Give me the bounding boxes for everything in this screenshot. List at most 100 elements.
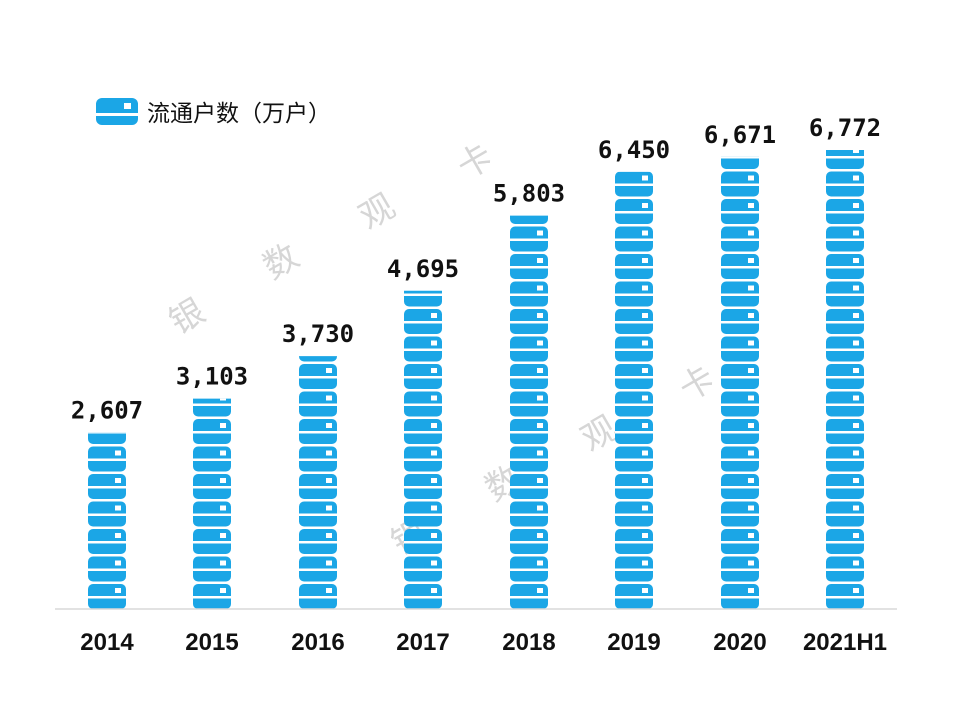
bar-card xyxy=(510,419,548,444)
bar-card xyxy=(299,584,337,609)
bar-card xyxy=(88,584,126,609)
data-label: 3,730 xyxy=(282,320,354,348)
bar-card xyxy=(510,226,548,252)
watermark-char: 观 xyxy=(353,186,402,238)
data-label: 6,772 xyxy=(809,114,881,142)
bar-card xyxy=(826,474,864,499)
bar-card xyxy=(826,309,864,334)
bar-card xyxy=(826,281,864,307)
bar-card xyxy=(404,419,442,444)
bar-card xyxy=(404,336,442,362)
bar-card xyxy=(721,336,759,362)
bar-card xyxy=(193,529,231,554)
bar-card xyxy=(193,398,231,417)
bar-card xyxy=(193,446,231,472)
bar-card xyxy=(721,199,759,224)
bar-card xyxy=(88,529,126,554)
bar-card xyxy=(615,309,653,334)
bar xyxy=(193,398,231,609)
bar-card xyxy=(826,501,864,527)
bar-card xyxy=(721,391,759,417)
bar-card xyxy=(721,474,759,499)
x-tick-label: 2014 xyxy=(80,629,134,656)
bar xyxy=(404,290,442,609)
bar-card xyxy=(721,226,759,252)
bar-card xyxy=(615,446,653,472)
bar-card xyxy=(510,529,548,554)
bar-card xyxy=(510,474,548,499)
bar-card xyxy=(510,254,548,279)
bar-card xyxy=(721,309,759,334)
bar-card xyxy=(826,419,864,444)
x-tick-label: 2017 xyxy=(396,629,449,656)
bar-card xyxy=(615,529,653,554)
bar-card xyxy=(193,584,231,609)
data-label: 6,671 xyxy=(704,121,776,149)
bar-card xyxy=(721,156,759,169)
x-tick-label: 2016 xyxy=(291,629,344,656)
bar-card xyxy=(193,419,231,444)
bar-card xyxy=(88,474,126,499)
bar-card xyxy=(826,446,864,472)
bar-card xyxy=(721,281,759,307)
legend-label: 流通户数（万户） xyxy=(147,101,331,127)
bar-card xyxy=(615,171,653,197)
bar-card xyxy=(615,391,653,417)
x-tick-label: 2020 xyxy=(713,629,766,656)
bar-card xyxy=(615,474,653,499)
bar-card xyxy=(826,171,864,197)
x-tick-label: 2015 xyxy=(185,629,238,656)
bar-card xyxy=(299,356,337,362)
bar-card xyxy=(88,446,126,472)
bar-card xyxy=(404,529,442,554)
bar xyxy=(88,432,126,609)
bar xyxy=(299,356,337,609)
watermark-char: 银 xyxy=(163,291,212,343)
bar-card xyxy=(721,501,759,527)
bar-card xyxy=(88,556,126,582)
bar-card xyxy=(404,309,442,334)
bar-card xyxy=(615,336,653,362)
bar-card xyxy=(826,391,864,417)
data-label: 3,103 xyxy=(176,363,248,391)
bar-card xyxy=(88,501,126,527)
bar-card xyxy=(299,501,337,527)
bar-card xyxy=(510,364,548,389)
x-tick-label: 2019 xyxy=(607,629,660,656)
bar-card xyxy=(88,432,126,444)
bar-card xyxy=(721,446,759,472)
bar-card xyxy=(299,556,337,582)
bar-card xyxy=(615,584,653,609)
data-label: 4,695 xyxy=(387,255,459,283)
bar-card xyxy=(721,364,759,389)
bar-card xyxy=(510,215,548,224)
data-label: 6,450 xyxy=(598,136,670,164)
bar xyxy=(826,150,864,609)
bar xyxy=(615,171,653,609)
bar-card xyxy=(404,391,442,417)
bar-card xyxy=(510,556,548,582)
bar-card xyxy=(299,474,337,499)
bar-card xyxy=(404,290,442,307)
bar-card xyxy=(826,254,864,279)
bar-card xyxy=(510,391,548,417)
bar-card xyxy=(826,226,864,252)
bar-card xyxy=(721,556,759,582)
bar-card xyxy=(510,446,548,472)
x-tick-label: 2021H1 xyxy=(803,629,887,656)
x-tick-label: 2018 xyxy=(502,629,555,656)
card-icon xyxy=(96,98,138,125)
bar-card xyxy=(826,529,864,554)
bar-card xyxy=(826,584,864,609)
bar-card xyxy=(615,199,653,224)
bar-card xyxy=(826,336,864,362)
bar-card xyxy=(404,446,442,472)
bar-card xyxy=(615,254,653,279)
bar-card xyxy=(826,556,864,582)
bar-card xyxy=(510,584,548,609)
legend: 流通户数（万户） xyxy=(96,98,331,127)
bar xyxy=(510,215,548,609)
bar-card xyxy=(193,501,231,527)
bar-card xyxy=(404,556,442,582)
